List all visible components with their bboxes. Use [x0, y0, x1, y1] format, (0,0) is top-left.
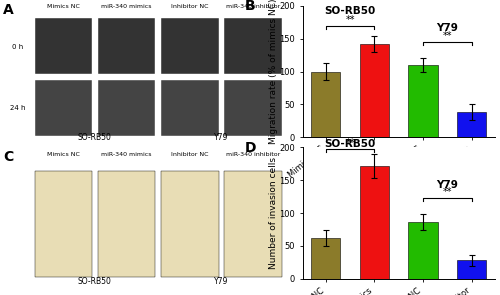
- Bar: [224, 80, 282, 136]
- Bar: [98, 18, 155, 74]
- Y-axis label: Migration rate (% of mimics NC): Migration rate (% of mimics NC): [268, 0, 278, 144]
- Text: **: **: [346, 15, 355, 25]
- Text: B: B: [245, 0, 256, 13]
- Bar: [34, 80, 92, 136]
- Bar: [360, 166, 389, 279]
- Text: 0 h: 0 h: [12, 44, 23, 50]
- Bar: [98, 80, 155, 136]
- Bar: [311, 71, 340, 137]
- Bar: [408, 65, 438, 137]
- Bar: [161, 80, 218, 136]
- Text: SO-RB50: SO-RB50: [78, 132, 112, 142]
- Bar: [408, 222, 438, 279]
- Text: Mimics NC: Mimics NC: [47, 152, 80, 157]
- Text: **: **: [442, 31, 452, 41]
- Text: D: D: [245, 141, 256, 155]
- Bar: [311, 238, 340, 279]
- Y-axis label: Number of invasion cells: Number of invasion cells: [268, 157, 278, 269]
- Bar: [161, 18, 218, 74]
- Text: Y79: Y79: [214, 132, 228, 142]
- Bar: [224, 18, 282, 74]
- Text: SO-RB50: SO-RB50: [78, 277, 112, 286]
- Text: miR-340 mimics: miR-340 mimics: [101, 4, 152, 9]
- Text: miR-340 inhibitor: miR-340 inhibitor: [226, 152, 280, 157]
- Text: Y79: Y79: [214, 277, 228, 286]
- Text: SO-RB50: SO-RB50: [324, 6, 376, 16]
- Bar: [360, 44, 389, 137]
- Text: SO-RB50: SO-RB50: [324, 140, 376, 150]
- Text: Y79: Y79: [436, 24, 458, 33]
- Bar: [98, 171, 155, 277]
- Bar: [457, 112, 486, 137]
- Text: **: **: [442, 187, 452, 197]
- Text: 24 h: 24 h: [10, 105, 25, 111]
- Bar: [34, 171, 92, 277]
- Text: miR-340 inhibitor: miR-340 inhibitor: [226, 4, 280, 9]
- Text: C: C: [3, 150, 13, 164]
- Bar: [224, 171, 282, 277]
- Text: Inhibitor NC: Inhibitor NC: [171, 4, 208, 9]
- Bar: [161, 171, 218, 277]
- Text: A: A: [3, 3, 13, 17]
- Text: **: **: [346, 138, 355, 148]
- Text: Inhibitor NC: Inhibitor NC: [171, 152, 208, 157]
- Text: miR-340 mimics: miR-340 mimics: [101, 152, 152, 157]
- Text: Y79: Y79: [436, 180, 458, 189]
- Bar: [34, 18, 92, 74]
- Bar: [457, 260, 486, 279]
- Text: Mimics NC: Mimics NC: [47, 4, 80, 9]
